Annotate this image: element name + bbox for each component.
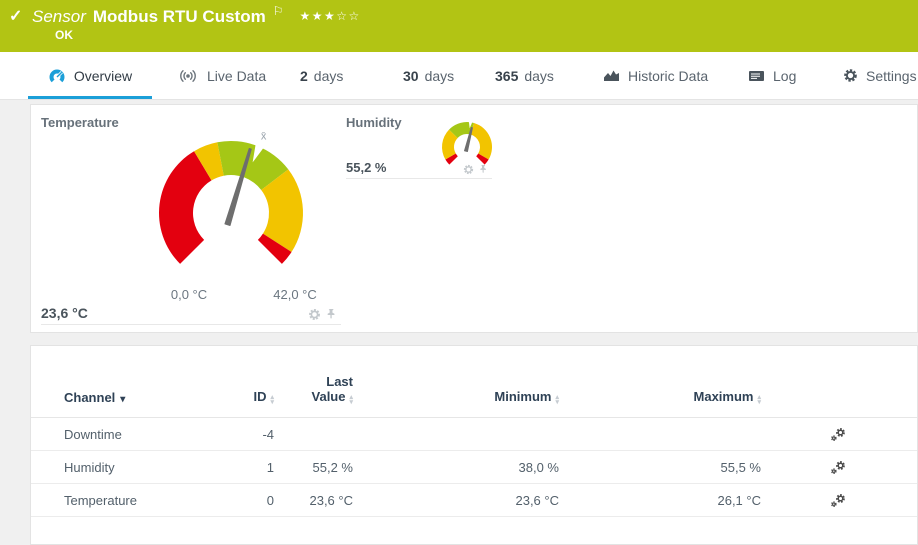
widget-toolbar bbox=[308, 308, 337, 321]
channel-id: 1 bbox=[266, 459, 274, 475]
humidity-gauge bbox=[441, 120, 493, 165]
channel-id: -4 bbox=[262, 426, 274, 442]
table-row-humidity: Humidity 1 55,2 % 38,0 % 55,5 % bbox=[31, 451, 917, 484]
channel-last-value: 23,6 °C bbox=[309, 492, 353, 508]
sort-desc-icon: ▾ bbox=[120, 394, 126, 405]
broadcast-icon bbox=[180, 69, 196, 82]
channel-settings-button[interactable] bbox=[830, 493, 847, 508]
tab-30-days[interactable]: 30 days bbox=[403, 67, 455, 84]
stars-filled[interactable]: ★★★ bbox=[299, 9, 337, 23]
flag-icon[interactable]: ⚐ bbox=[272, 4, 284, 18]
priority-stars[interactable]: ★★★☆☆ bbox=[299, 9, 360, 23]
gauge-max-label: 42,0 °C bbox=[273, 287, 317, 302]
pin-icon[interactable] bbox=[326, 308, 337, 321]
channel-table-header: Channel ▾ ID ▴ ▾ Last Value ▴ ▾ Minimum ▴ ▾ Max… bbox=[31, 346, 917, 418]
double-gear-icon bbox=[830, 460, 845, 474]
gauge-icon bbox=[49, 68, 65, 82]
tab-2-days[interactable]: 2 days bbox=[300, 67, 344, 84]
tab-overview[interactable]: Overview bbox=[28, 52, 152, 99]
overview-content: Temperature x̄ 0,0 °C 42,0 °C 23,6 °C Hu… bbox=[30, 104, 918, 545]
gauge-title: Humidity bbox=[346, 115, 402, 130]
sensor-header: ✓ Sensor Modbus RTU Custom ⚐ ★★★☆☆ OK bbox=[0, 0, 918, 52]
channel-table-panel: Channel ▾ ID ▴ ▾ Last Value ▴ ▾ Minimum ▴ ▾ Max… bbox=[30, 345, 918, 545]
temperature-gauge-widget: Temperature x̄ 0,0 °C 42,0 °C 23,6 °C bbox=[41, 113, 341, 325]
tab-bar: Overview Live Data 2 days 30 days 365 da… bbox=[0, 52, 918, 100]
sort-arrows-icon: ▴ ▾ bbox=[757, 394, 761, 406]
channel-maximum: 55,5 % bbox=[720, 459, 761, 475]
column-header-minimum[interactable]: Minimum ▴ ▾ bbox=[494, 389, 559, 406]
status-badge: OK bbox=[55, 28, 73, 42]
table-row-temperature: Temperature 0 23,6 °C 23,6 °C 26,1 °C bbox=[31, 484, 917, 517]
gauge-min-label: 0,0 °C bbox=[170, 287, 208, 302]
channel-minimum: 23,6 °C bbox=[515, 492, 559, 508]
gear-icon bbox=[844, 69, 857, 82]
tab-settings[interactable]: Settings bbox=[843, 52, 917, 99]
column-header-channel[interactable]: Channel ▾ bbox=[64, 390, 126, 405]
temperature-value: 23,6 °C bbox=[41, 305, 88, 321]
gauges-panel: Temperature x̄ 0,0 °C 42,0 °C 23,6 °C Hu… bbox=[30, 104, 918, 333]
column-header-last-value[interactable]: Last Value ▴ ▾ bbox=[311, 374, 353, 406]
tab-live-data[interactable]: Live Data bbox=[177, 52, 266, 99]
area-chart-icon bbox=[604, 70, 619, 81]
gear-icon[interactable] bbox=[463, 164, 474, 175]
channel-settings-button[interactable] bbox=[830, 427, 847, 442]
sensor-kind-label: Sensor bbox=[32, 7, 86, 26]
sensor-title: Sensor Modbus RTU Custom ⚐ ★★★☆☆ bbox=[32, 4, 361, 27]
sort-arrows-icon: ▴ ▾ bbox=[270, 394, 274, 406]
sort-arrows-icon: ▴ ▾ bbox=[555, 394, 559, 406]
tab-log[interactable]: Log bbox=[748, 52, 796, 99]
channel-id: 0 bbox=[266, 492, 274, 508]
active-tab-underline bbox=[28, 96, 152, 99]
gauge-needle bbox=[224, 148, 252, 226]
double-gear-icon bbox=[830, 493, 845, 507]
column-header-maximum[interactable]: Maximum ▴ ▾ bbox=[693, 389, 761, 406]
channel-minimum: 38,0 % bbox=[518, 459, 559, 475]
table-row-downtime: Downtime -4 bbox=[31, 418, 917, 451]
tab-historic-data[interactable]: Historic Data bbox=[603, 52, 708, 99]
gear-icon[interactable] bbox=[308, 308, 321, 321]
log-icon bbox=[749, 70, 764, 81]
channel-name: Downtime bbox=[64, 426, 122, 442]
sort-arrows-icon: ▴ ▾ bbox=[349, 394, 353, 406]
status-check-icon: ✓ bbox=[9, 8, 23, 25]
stars-empty[interactable]: ☆☆ bbox=[336, 9, 361, 23]
double-gear-icon bbox=[830, 427, 845, 441]
temperature-gauge: x̄ bbox=[159, 131, 303, 264]
humidity-value: 55,2 % bbox=[346, 160, 387, 175]
average-marker: x̄ bbox=[261, 131, 267, 143]
tab-365-days[interactable]: 365 days bbox=[495, 67, 554, 84]
channel-last-value: 55,2 % bbox=[312, 459, 353, 475]
widget-toolbar bbox=[463, 164, 488, 175]
channel-name: Humidity bbox=[64, 459, 115, 475]
humidity-gauge-widget: Humidity 55,2 % bbox=[346, 113, 493, 179]
pin-icon[interactable] bbox=[479, 164, 488, 175]
gauge-needle bbox=[464, 126, 473, 152]
channel-name: Temperature bbox=[64, 492, 137, 508]
sensor-name: Modbus RTU Custom bbox=[92, 7, 266, 26]
channel-maximum: 26,1 °C bbox=[717, 492, 761, 508]
gauge-title: Temperature bbox=[41, 115, 119, 130]
column-header-id[interactable]: ID ▴ ▾ bbox=[253, 389, 274, 406]
channel-settings-button[interactable] bbox=[830, 460, 847, 475]
